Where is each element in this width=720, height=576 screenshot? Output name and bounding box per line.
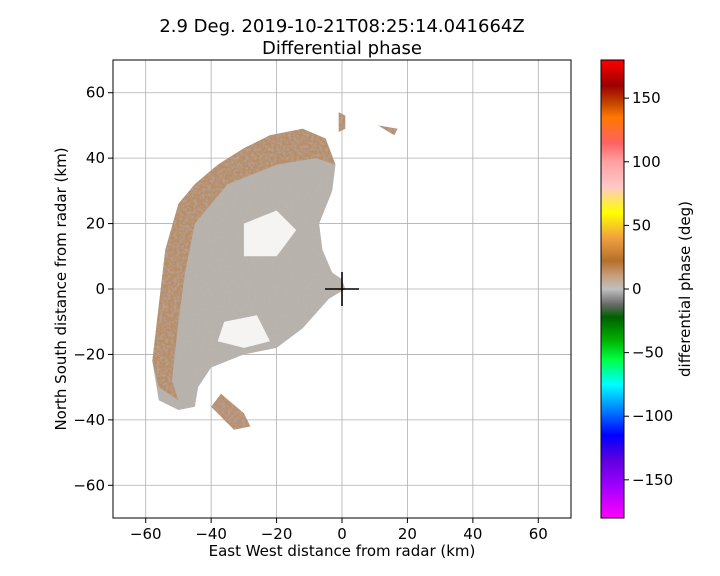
x-tick-label: 0 (337, 525, 347, 543)
x-tick-label: −40 (195, 525, 227, 543)
chart-subtitle: Differential phase (262, 38, 422, 59)
y-tick-label: −60 (73, 476, 105, 494)
colorbar-tick-label: 0 (632, 280, 642, 298)
radar-location-marker (325, 272, 359, 306)
colorbar-tick-label: −100 (632, 407, 673, 425)
x-tick-label: 60 (529, 525, 548, 543)
colorbar-tick-label: 100 (632, 153, 661, 171)
y-tick-label: −20 (73, 345, 105, 363)
y-tick-label: 0 (95, 280, 105, 298)
x-tick-label: −20 (261, 525, 293, 543)
y-axis-ticks: −60 −40 −20 0 20 40 60 (73, 84, 113, 494)
echo-gap (217, 315, 270, 348)
colorbar-tick-label: −150 (632, 471, 673, 489)
y-tick-label: 40 (86, 149, 105, 167)
echo-fragment (211, 393, 251, 430)
x-axis-ticks: −60 −40 −20 0 20 40 60 (130, 518, 548, 543)
echo-region (152, 112, 398, 430)
x-tick-label: 40 (463, 525, 482, 543)
y-tick-label: −40 (73, 411, 105, 429)
chart-title: 2.9 Deg. 2019-10-21T08:25:14.041664Z (159, 16, 524, 37)
echo-fragment (338, 112, 346, 132)
echo-fragment (378, 125, 398, 136)
echo-gap (243, 210, 297, 257)
colorbar-tick-label: 150 (632, 89, 661, 107)
x-tick-label: −60 (130, 525, 162, 543)
colorbar-tick-label: 50 (632, 216, 651, 234)
y-tick-label: 60 (86, 84, 105, 102)
colorbar-tick-label: −50 (632, 344, 664, 362)
colorbar-ticks: 150 100 50 0 −50 −100 −150 (624, 89, 673, 489)
echo-positive-phase (152, 128, 336, 401)
colorbar (600, 59, 625, 519)
x-tick-label: 20 (398, 525, 417, 543)
y-tick-label: 20 (86, 215, 105, 233)
y-axis-label: North South distance from radar (km) (52, 147, 70, 430)
colorbar-label: differential phase (deg) (676, 201, 694, 377)
x-axis-label: East West distance from radar (km) (209, 542, 476, 560)
